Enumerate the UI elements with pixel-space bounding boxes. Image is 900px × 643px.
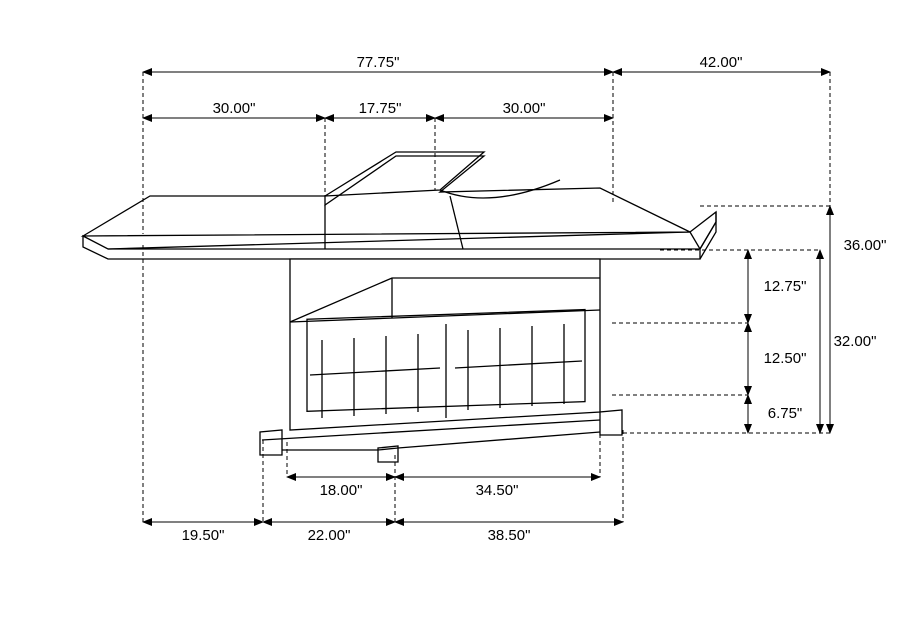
table-illustration — [83, 152, 716, 462]
dim-label-top_seg_left: 30.00" — [213, 100, 256, 117]
dim-label-top_depth: 42.00" — [700, 54, 743, 71]
dim-label-bottom_left: 19.50" — [182, 527, 225, 544]
dim-label-right_full_height: 36.00" — [844, 237, 887, 254]
dim-label-bottom_right: 38.50" — [488, 527, 531, 544]
dim-bottom_inner_right: 34.50" — [395, 477, 600, 499]
dim-right_full_height: 36.00" — [830, 206, 886, 433]
dim-label-right_inner_height: 32.00" — [834, 333, 877, 350]
dim-bottom_mid: 22.00" — [263, 522, 395, 544]
dim-bottom_inner_left: 18.00" — [287, 477, 395, 499]
dim-right_low_seg: 6.75" — [748, 395, 802, 433]
dim-label-top_seg_leaf: 17.75" — [359, 100, 402, 117]
dim-label-top_overall_width: 77.75" — [357, 54, 400, 71]
dim-label-bottom_mid: 22.00" — [308, 527, 351, 544]
dim-bottom_left: 19.50" — [143, 522, 263, 544]
dim-label-top_seg_right: 30.00" — [503, 100, 546, 117]
dim-right_top_seg: 12.75" — [748, 250, 806, 323]
dim-top_seg_right: 30.00" — [435, 100, 613, 118]
dim-label-right_top_seg: 12.75" — [764, 278, 807, 295]
dim-top_overall_width: 77.75" — [143, 54, 613, 72]
dimension-diagram: 77.75" 42.00" 30.00" 17.75" 30.00" 12.75" 12.5… — [0, 0, 900, 643]
dim-top_depth: 42.00" — [613, 54, 830, 72]
dim-bottom_right: 38.50" — [395, 522, 623, 544]
dim-label-bottom_inner_right: 34.50" — [476, 482, 519, 499]
dim-top_seg_left: 30.00" — [143, 100, 325, 118]
dim-label-bottom_inner_left: 18.00" — [320, 482, 363, 499]
dim-label-right_mid_seg: 12.50" — [764, 350, 807, 367]
dim-top_seg_leaf: 17.75" — [325, 100, 435, 118]
dim-label-right_low_seg: 6.75" — [768, 405, 803, 422]
dim-right_mid_seg: 12.50" — [748, 323, 806, 395]
dim-right_inner_height: 32.00" — [820, 250, 876, 433]
